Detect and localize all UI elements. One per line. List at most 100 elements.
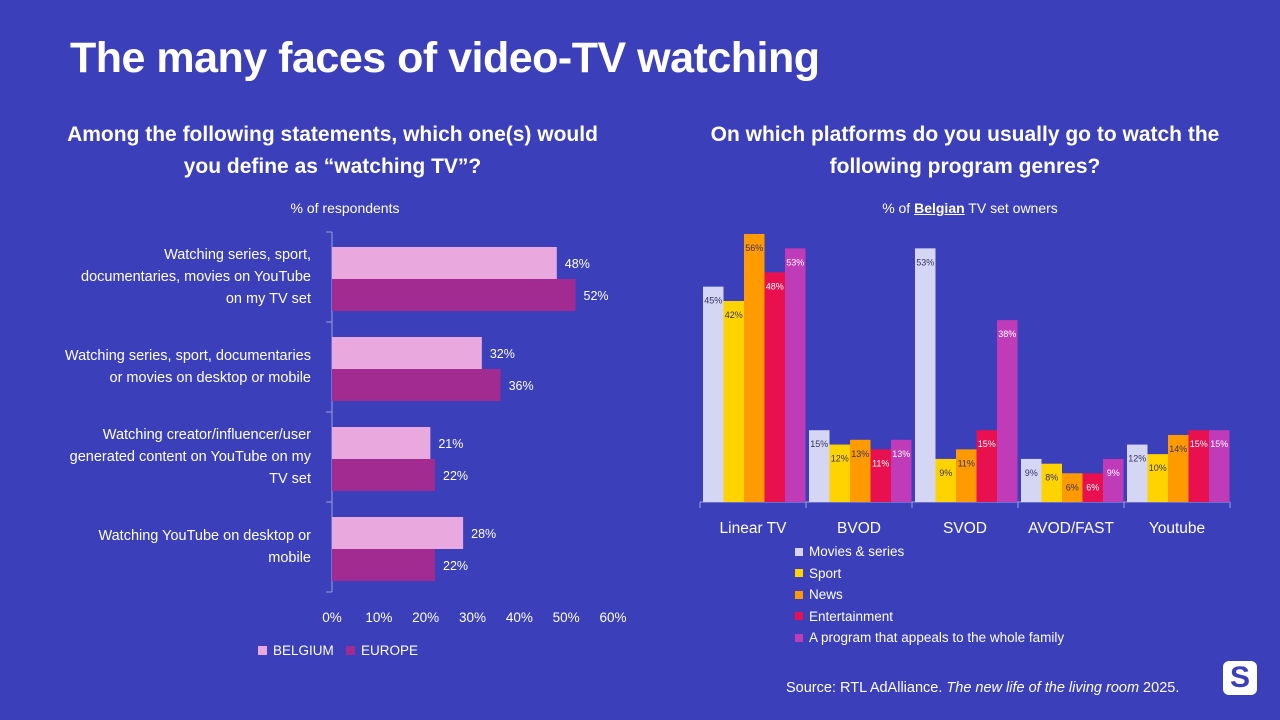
- left-bar-belgium: [332, 337, 482, 369]
- source-note: Source: RTL AdAlliance. The new life of …: [786, 680, 1179, 696]
- right-bar-value-label: 9%: [939, 468, 952, 478]
- right-legend-item: Movies & series: [795, 541, 1064, 563]
- left-legend-label: EUROPE: [361, 643, 419, 658]
- page-title: The many faces of video-TV watching: [70, 34, 820, 82]
- source-pre: Source: RTL AdAlliance.: [786, 680, 947, 696]
- right-legend-swatch: [795, 547, 803, 556]
- left-bar-value-label: 32%: [490, 347, 515, 361]
- left-bar-belgium: [332, 517, 464, 549]
- left-category-label: Watching YouTube on desktop or mobile: [98, 528, 311, 566]
- right-bar: [785, 248, 806, 502]
- left-bar-value-label: 28%: [471, 527, 496, 541]
- right-category-label: BVOD: [837, 520, 881, 537]
- right-bar: [1168, 435, 1189, 502]
- right-bar: [809, 430, 830, 502]
- right-legend-item: News: [795, 584, 1064, 606]
- right-bar: [1103, 458, 1124, 502]
- right-bar-value-label: 14%: [1169, 444, 1187, 454]
- left-x-tick-label: 50%: [553, 610, 580, 625]
- right-legend-label: Entertainment: [809, 608, 894, 624]
- right-bar: [1062, 473, 1083, 502]
- right-bar: [870, 449, 891, 502]
- right-bar-value-label: 42%: [725, 310, 743, 320]
- right-chart-question: On which platforms do you usually go to …: [710, 123, 1220, 178]
- right-subtitle-bold: Belgian: [914, 200, 965, 216]
- right-bar-value-label: 45%: [704, 296, 722, 306]
- right-subtitle-post: TV set owners: [964, 200, 1058, 216]
- left-x-tick-label: 10%: [365, 610, 392, 625]
- right-bar: [1188, 430, 1209, 502]
- right-legend-label: Movies & series: [809, 544, 905, 560]
- left-legend-item: BELGIUM: [258, 643, 334, 658]
- right-bar-value-label: 8%: [1045, 473, 1058, 483]
- left-bar-value-label: 48%: [565, 257, 590, 271]
- right-legend-label: News: [809, 587, 843, 603]
- right-bar-value-label: 6%: [1086, 482, 1099, 492]
- brand-logo: S: [1223, 661, 1257, 695]
- left-legend-swatch: [258, 646, 267, 655]
- right-bar: [956, 449, 977, 502]
- right-category-label: SVOD: [943, 520, 987, 537]
- left-bar-belgium: [332, 247, 557, 279]
- right-bar: [891, 439, 912, 502]
- right-bar-value-label: 11%: [872, 458, 889, 468]
- left-category-label: Watching series, sport, documentaries, mo…: [81, 247, 311, 307]
- right-bar: [915, 248, 936, 502]
- right-category-label: AVOD/FAST: [1028, 520, 1114, 537]
- right-bar-value-label: 9%: [1107, 468, 1120, 478]
- left-bar-europe: [332, 459, 436, 491]
- left-bar-europe: [332, 549, 436, 581]
- left-bar-value-label: 52%: [584, 289, 609, 303]
- right-legend-swatch: [795, 590, 803, 599]
- right-bar-value-label: 38%: [998, 329, 1016, 339]
- right-bar-value-label: 56%: [745, 243, 763, 253]
- right-subtitle-pre: % of: [882, 200, 915, 216]
- left-category-label-line: Watching YouTube on desktop or: [98, 528, 311, 544]
- right-bar: [1082, 473, 1103, 502]
- right-chart-legend: Movies & series Sport News Entertainment A p…: [795, 541, 1064, 649]
- right-bar: [1127, 444, 1148, 502]
- right-bar: [997, 320, 1018, 502]
- right-bar-value-label: 48%: [766, 281, 784, 291]
- left-bar-value-label: 36%: [509, 379, 534, 393]
- right-legend-swatch: [795, 633, 803, 642]
- left-category-label-line: or movies on desktop or mobile: [110, 370, 312, 386]
- right-bar-value-label: 15%: [978, 439, 996, 449]
- right-bar-value-label: 15%: [1190, 439, 1208, 449]
- right-legend-label: A program that appeals to the whole fami…: [809, 630, 1065, 646]
- left-x-tick-label: 40%: [506, 610, 533, 625]
- right-legend-label: Sport: [809, 565, 842, 581]
- right-bar: [703, 286, 724, 502]
- right-bar-value-label: 53%: [786, 257, 804, 267]
- left-category-label-line: generated content on YouTube on my: [70, 449, 312, 465]
- left-bar-europe: [332, 369, 501, 401]
- left-bar-value-label: 22%: [443, 559, 468, 573]
- right-chart-subtitle: % of Belgian TV set owners: [820, 200, 1120, 216]
- left-category-label-line: TV set: [269, 471, 311, 487]
- left-legend-item: EUROPE: [346, 643, 418, 658]
- source-italic: The new life of the living room: [946, 680, 1140, 696]
- right-bar-value-label: 6%: [1066, 482, 1079, 492]
- right-bar: [1041, 463, 1062, 502]
- left-chart-question: Among the following statements, which on…: [67, 123, 598, 178]
- left-x-tick-label: 30%: [459, 610, 486, 625]
- left-category-label-line: Watching series, sport,: [164, 247, 311, 263]
- right-bar: [1147, 454, 1168, 502]
- right-bar: [744, 234, 765, 502]
- right-legend-item: Entertainment: [795, 606, 1064, 628]
- right-category-label: Linear TV: [720, 520, 788, 537]
- right-bar-value-label: 11%: [958, 458, 975, 468]
- left-x-tick-label: 20%: [412, 610, 439, 625]
- right-bar-value-label: 15%: [1210, 439, 1228, 449]
- left-category-label: Watching creator/influencer/user generate…: [70, 427, 312, 487]
- left-category-label-line: on my TV set: [226, 291, 311, 307]
- left-bar-value-label: 21%: [438, 437, 463, 451]
- left-bar-belgium: [332, 427, 431, 459]
- left-chart-subtitle: % of respondents: [290, 200, 400, 216]
- right-bar-value-label: 13%: [892, 449, 910, 459]
- right-legend-swatch: [795, 612, 803, 621]
- right-bar: [764, 272, 785, 502]
- right-bar-value-label: 53%: [916, 257, 934, 267]
